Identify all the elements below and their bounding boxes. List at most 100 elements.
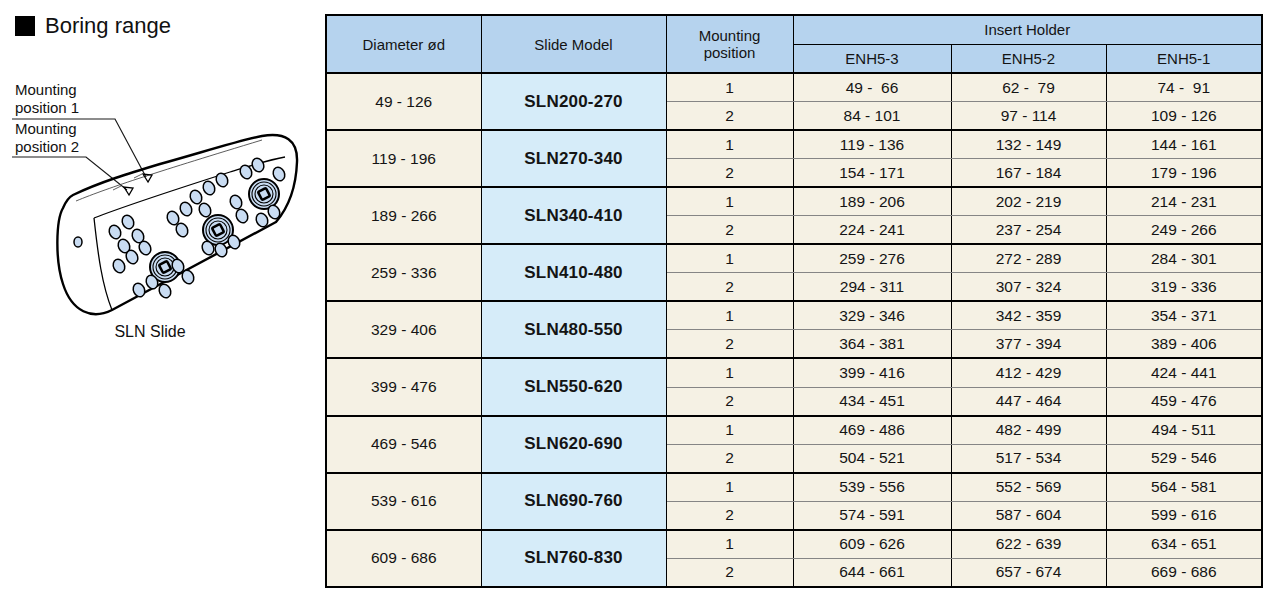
range-cell-enh5-2: 167 - 184 bbox=[951, 159, 1106, 188]
slide-model-cell: SLN480-550 bbox=[481, 301, 666, 358]
mounting-position-cell: 1 bbox=[666, 73, 793, 102]
table-header: Diameter ød Slide Model Mounting positio… bbox=[326, 15, 1262, 73]
range-cell-enh5-1: 634 - 651 bbox=[1106, 530, 1262, 559]
mounting-position-cell: 1 bbox=[666, 187, 793, 216]
col-header-diameter: Diameter ød bbox=[326, 15, 481, 73]
range-cell-enh5-3: 399 - 416 bbox=[793, 358, 951, 387]
range-cell-enh5-3: 294 - 311 bbox=[793, 273, 951, 302]
mounting-position-cell: 1 bbox=[666, 130, 793, 159]
leader-line-position-1 bbox=[12, 119, 146, 177]
illustration-caption: SLN Slide bbox=[30, 323, 270, 341]
mounting-position-cell: 2 bbox=[666, 558, 793, 587]
diameter-cell: 119 - 196 bbox=[326, 130, 481, 187]
col-header-slide-model: Slide Model bbox=[481, 15, 666, 73]
range-cell-enh5-2: 622 - 639 bbox=[951, 530, 1106, 559]
range-cell-enh5-2: 237 - 254 bbox=[951, 216, 1106, 245]
slide-model-cell: SLN690-760 bbox=[481, 473, 666, 530]
mounting-position-cell: 2 bbox=[666, 273, 793, 302]
range-cell-enh5-3: 364 - 381 bbox=[793, 330, 951, 359]
table-row: 119 - 196SLN270-3401119 - 136132 - 14914… bbox=[326, 130, 1262, 159]
range-cell-enh5-1: 494 - 511 bbox=[1106, 416, 1262, 445]
mounting-position-cell: 2 bbox=[666, 102, 793, 131]
mounting-position-cell: 2 bbox=[666, 330, 793, 359]
range-cell-enh5-1: 354 - 371 bbox=[1106, 301, 1262, 330]
col-header-enh5-2: ENH5-2 bbox=[951, 44, 1106, 73]
range-cell-enh5-2: 482 - 499 bbox=[951, 416, 1106, 445]
diameter-cell: 539 - 616 bbox=[326, 473, 481, 530]
mounting-position-cell: 1 bbox=[666, 244, 793, 273]
section-title: Boring range bbox=[15, 13, 171, 39]
diameter-cell: 469 - 546 bbox=[326, 416, 481, 473]
mounting-marker-1-icon bbox=[143, 174, 152, 182]
table-row: 49 - 126SLN200-270149 - 6662 - 7974 - 91 bbox=[326, 73, 1262, 102]
sln-slide-illustration bbox=[0, 70, 320, 355]
range-cell-enh5-3: 154 - 171 bbox=[793, 159, 951, 188]
mounting-position-cell: 2 bbox=[666, 444, 793, 473]
range-cell-enh5-1: 284 - 301 bbox=[1106, 244, 1262, 273]
cap-hole bbox=[74, 237, 82, 247]
table-row: 609 - 686SLN760-8301609 - 626622 - 63963… bbox=[326, 530, 1262, 559]
table-body: 49 - 126SLN200-270149 - 6662 - 7974 - 91… bbox=[326, 73, 1262, 587]
range-cell-enh5-3: 259 - 276 bbox=[793, 244, 951, 273]
table-row: 469 - 546SLN620-6901469 - 486482 - 49949… bbox=[326, 416, 1262, 445]
diameter-cell: 609 - 686 bbox=[326, 530, 481, 587]
range-cell-enh5-1: 459 - 476 bbox=[1106, 387, 1262, 416]
col-header-insert-holder: Insert Holder bbox=[793, 15, 1262, 44]
slide-model-cell: SLN200-270 bbox=[481, 73, 666, 130]
table-row: 259 - 336SLN410-4801259 - 276272 - 28928… bbox=[326, 244, 1262, 273]
bolt-hole-right bbox=[249, 179, 279, 209]
slide-model-cell: SLN340-410 bbox=[481, 187, 666, 244]
section-title-text: Boring range bbox=[45, 13, 171, 39]
range-cell-enh5-1: 389 - 406 bbox=[1106, 330, 1262, 359]
slide-model-cell: SLN760-830 bbox=[481, 530, 666, 587]
range-cell-enh5-2: 447 - 464 bbox=[951, 387, 1106, 416]
mounting-marker-2-icon bbox=[124, 187, 133, 195]
range-cell-enh5-3: 644 - 661 bbox=[793, 558, 951, 587]
range-cell-enh5-2: 132 - 149 bbox=[951, 130, 1106, 159]
diameter-cell: 189 - 266 bbox=[326, 187, 481, 244]
boring-range-table: Diameter ød Slide Model Mounting positio… bbox=[325, 14, 1263, 588]
range-cell-enh5-1: 214 - 231 bbox=[1106, 187, 1262, 216]
slide-model-cell: SLN550-620 bbox=[481, 358, 666, 415]
range-cell-enh5-2: 342 - 359 bbox=[951, 301, 1106, 330]
table-row: 539 - 616SLN690-7601539 - 556552 - 56956… bbox=[326, 473, 1262, 502]
range-cell-enh5-1: 179 - 196 bbox=[1106, 159, 1262, 188]
range-cell-enh5-2: 307 - 324 bbox=[951, 273, 1106, 302]
slide-model-cell: SLN410-480 bbox=[481, 244, 666, 301]
range-cell-enh5-2: 552 - 569 bbox=[951, 473, 1106, 502]
range-cell-enh5-1: 529 - 546 bbox=[1106, 444, 1262, 473]
diameter-cell: 49 - 126 bbox=[326, 73, 481, 130]
range-cell-enh5-2: 272 - 289 bbox=[951, 244, 1106, 273]
table-row: 189 - 266SLN340-4101189 - 206202 - 21921… bbox=[326, 187, 1262, 216]
slide-model-cell: SLN270-340 bbox=[481, 130, 666, 187]
range-cell-enh5-2: 62 - 79 bbox=[951, 73, 1106, 102]
col-header-mounting-position: Mounting position bbox=[666, 15, 793, 73]
range-cell-enh5-3: 539 - 556 bbox=[793, 473, 951, 502]
range-cell-enh5-1: 424 - 441 bbox=[1106, 358, 1262, 387]
range-cell-enh5-3: 609 - 626 bbox=[793, 530, 951, 559]
range-cell-enh5-1: 249 - 266 bbox=[1106, 216, 1262, 245]
mounting-position-cell: 1 bbox=[666, 473, 793, 502]
range-cell-enh5-1: 599 - 616 bbox=[1106, 501, 1262, 530]
table-row: 399 - 476SLN550-6201399 - 416412 - 42942… bbox=[326, 358, 1262, 387]
range-cell-enh5-3: 189 - 206 bbox=[793, 187, 951, 216]
range-cell-enh5-2: 202 - 219 bbox=[951, 187, 1106, 216]
range-cell-enh5-1: 144 - 161 bbox=[1106, 130, 1262, 159]
mounting-position-cell: 1 bbox=[666, 358, 793, 387]
range-cell-enh5-3: 84 - 101 bbox=[793, 102, 951, 131]
section-marker-square-icon bbox=[15, 16, 35, 36]
diameter-cell: 259 - 336 bbox=[326, 244, 481, 301]
range-cell-enh5-3: 574 - 591 bbox=[793, 501, 951, 530]
range-cell-enh5-1: 669 - 686 bbox=[1106, 558, 1262, 587]
diameter-cell: 329 - 406 bbox=[326, 301, 481, 358]
range-cell-enh5-2: 517 - 534 bbox=[951, 444, 1106, 473]
range-cell-enh5-3: 329 - 346 bbox=[793, 301, 951, 330]
range-cell-enh5-1: 564 - 581 bbox=[1106, 473, 1262, 502]
table-row: 329 - 406SLN480-5501329 - 346342 - 35935… bbox=[326, 301, 1262, 330]
range-cell-enh5-3: 119 - 136 bbox=[793, 130, 951, 159]
diameter-cell: 399 - 476 bbox=[326, 358, 481, 415]
range-cell-enh5-2: 97 - 114 bbox=[951, 102, 1106, 131]
range-cell-enh5-1: 109 - 126 bbox=[1106, 102, 1262, 131]
range-cell-enh5-3: 504 - 521 bbox=[793, 444, 951, 473]
slide-model-cell: SLN620-690 bbox=[481, 416, 666, 473]
